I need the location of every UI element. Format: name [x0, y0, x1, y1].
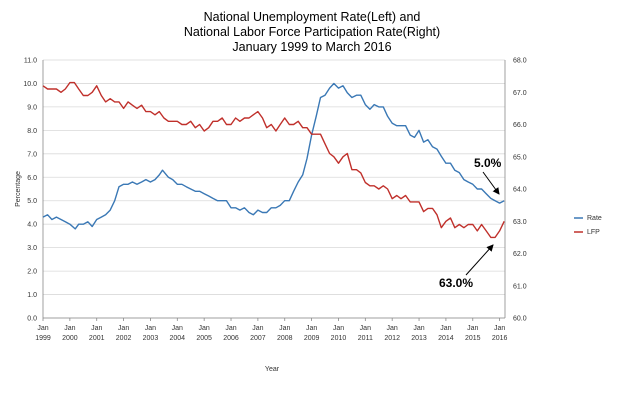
x-tick-year: 2012 [384, 335, 400, 342]
y-right-tick-label: 65.0 [513, 154, 527, 161]
chart-title-line-1: National Unemployment Rate(Left) and [204, 10, 421, 24]
y-left-tick-label: 2.0 [27, 269, 37, 276]
y-left-tick-label: 0.0 [27, 316, 37, 323]
legend: Rate LFP [574, 215, 602, 236]
x-tick-month: Jan [118, 325, 129, 332]
y-right-tick-label: 64.0 [513, 187, 527, 194]
x-tick-month: Jan [145, 325, 156, 332]
axes: 0.0 1.0 2.0 3.0 4.0 5.0 6.0 7.0 8.0 9.0 10.0 11.0 60… [23, 58, 526, 343]
y-left-tick-label: 11.0 [24, 58, 37, 65]
x-tick-year: 2000 [62, 335, 78, 342]
chart-title-line-2: National Labor Force Participation Rate(… [184, 25, 440, 39]
x-tick-year: 2006 [223, 335, 239, 342]
x-tick-year: 2005 [196, 335, 212, 342]
x-tick-year: 2008 [277, 335, 293, 342]
y-left-tick-label: 10.0 [23, 81, 37, 88]
y-left-tick-label: 5.0 [27, 198, 37, 205]
x-tick-month: Jan [333, 325, 344, 332]
x-tick-year: 2007 [250, 335, 266, 342]
x-tick-year: 2011 [358, 335, 373, 342]
y-left-tick-label: 7.0 [27, 151, 37, 158]
y-left-tick-label: 8.0 [27, 128, 37, 135]
x-tick-year: 2016 [492, 335, 508, 342]
y-right-tick-label: 61.0 [513, 283, 527, 290]
annotation-lfp-arrow [465, 244, 494, 276]
x-tick-month: Jan [306, 325, 317, 332]
x-tick-year: 2001 [89, 335, 105, 342]
x-tick-year: 2010 [331, 335, 347, 342]
x-tick-year: 2002 [116, 335, 132, 342]
x-tick-month: Jan [494, 325, 505, 332]
y-right-tick-label: 68.0 [513, 58, 527, 65]
x-tick-month: Jan [172, 325, 183, 332]
series-line-rate [42, 82, 505, 230]
y-right-tick-label: 67.0 [513, 90, 527, 97]
chart-title-line-3: January 1999 to March 2016 [232, 40, 391, 54]
x-tick-month: Jan [199, 325, 210, 332]
y-right-tick-label: 60.0 [513, 316, 527, 323]
y-left-tick-label: 3.0 [27, 245, 37, 252]
x-tick-year: 2003 [143, 335, 159, 342]
x-tick-month: Jan [252, 325, 263, 332]
y-left-tick-label: 1.0 [27, 292, 37, 299]
x-tick-month: Jan [37, 325, 48, 332]
x-tick-year: 2013 [411, 335, 427, 342]
x-axis-title: Year [265, 366, 280, 373]
x-tick-month: Jan [279, 325, 290, 332]
annotation-rate-arrow [482, 171, 500, 195]
x-tick-month: Jan [91, 325, 102, 332]
x-tick-year: 1999 [35, 335, 51, 342]
legend-label-lfp: LFP [587, 229, 600, 236]
x-tick-year: 2014 [438, 335, 454, 342]
x-tick-month: Jan [413, 325, 424, 332]
x-tick-month: Jan [360, 325, 371, 332]
x-tick-month: Jan [467, 325, 478, 332]
series-layer [42, 81, 505, 239]
y-left-tick-label: 6.0 [27, 175, 37, 182]
annotation-lfp-label: 63.0% [439, 276, 473, 290]
series-line-lfp [42, 81, 505, 239]
annotation-rate-label: 5.0% [474, 156, 502, 170]
x-tick-year: 2015 [465, 335, 481, 342]
y-left-tick-label: 4.0 [27, 222, 37, 229]
y-axis-title: Percentage [15, 171, 22, 207]
x-tick-year: 2004 [170, 335, 186, 342]
x-tick-year: 2009 [304, 335, 320, 342]
x-tick-month: Jan [225, 325, 236, 332]
x-tick-month: Jan [387, 325, 398, 332]
y-right-tick-label: 63.0 [513, 219, 527, 226]
legend-label-rate: Rate [587, 215, 602, 222]
x-tick-month: Jan [440, 325, 451, 332]
y-left-tick-label: 9.0 [27, 104, 37, 111]
y-right-tick-label: 62.0 [513, 251, 527, 258]
x-tick-month: Jan [64, 325, 75, 332]
y-right-tick-label: 66.0 [513, 122, 527, 129]
